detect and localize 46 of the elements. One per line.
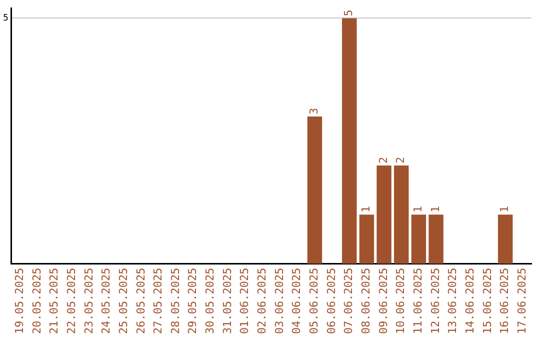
data-label: 2 (376, 156, 390, 164)
data-label: 3 (308, 108, 321, 114)
x-tick-label: 15.06.2025 (480, 268, 494, 334)
x-tick-label: 21.05.2025 (48, 268, 61, 334)
x-tick-label: 11.06.2025 (412, 268, 425, 334)
data-label: 1 (412, 206, 425, 213)
x-tick-label: 30.05.2025 (204, 268, 217, 334)
bar (342, 18, 357, 264)
data-label: 1 (498, 206, 512, 213)
x-tick-label: 06.06.2025 (324, 268, 338, 334)
x-tick-label: 12.06.2025 (428, 268, 442, 334)
x-tick-label: 28.05.2025 (168, 268, 182, 334)
x-tick-label: 04.06.2025 (290, 268, 304, 334)
data-label: 1 (360, 206, 373, 213)
x-tick-label: 24.05.2025 (100, 268, 113, 334)
x-tick-label: 13.06.2025 (446, 268, 460, 334)
x-tick-label: 19.05.2025 (12, 268, 26, 334)
x-tick-label: 01.06.2025 (238, 268, 252, 334)
x-tick-label: 27.05.2025 (152, 268, 165, 334)
x-tick-label: 17.06.2025 (516, 268, 529, 334)
bar (498, 214, 513, 264)
bar (394, 166, 409, 264)
x-tick-label: 07.06.2025 (342, 268, 356, 334)
x-tick-label: 09.06.2025 (376, 268, 390, 334)
x-tick-label: 22.05.2025 (64, 268, 78, 334)
data-label: 1 (428, 206, 442, 213)
x-tick-label: 25.05.2025 (116, 268, 130, 334)
x-tick-label: 05.06.2025 (308, 268, 321, 334)
x-tick-label: 16.06.2025 (498, 268, 512, 334)
x-tick-label: 14.06.2025 (464, 268, 477, 334)
x-tick-label: 10.06.2025 (394, 268, 408, 334)
bar (376, 166, 392, 264)
x-tick-label: 23.05.2025 (82, 268, 96, 334)
data-label: 2 (394, 156, 408, 164)
data-label: 5 (342, 10, 356, 16)
x-tick-label: 03.06.2025 (272, 268, 286, 334)
bar (307, 116, 322, 264)
x-tick-label: 20.05.2025 (30, 268, 44, 334)
x-tick-label: 29.05.2025 (186, 268, 200, 334)
x-tick-label: 26.05.2025 (134, 268, 148, 334)
bar (428, 214, 444, 264)
x-tick-label: 31.05.2025 (220, 268, 234, 334)
x-tick-label: 08.06.2025 (360, 268, 373, 334)
bar (359, 214, 374, 264)
x-tick-label: 02.06.2025 (256, 268, 269, 334)
bar (411, 214, 426, 264)
